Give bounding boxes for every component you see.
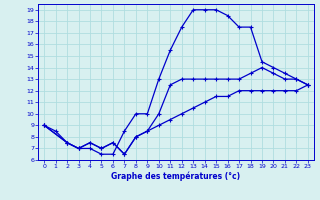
X-axis label: Graphe des températures (°c): Graphe des températures (°c) — [111, 172, 241, 181]
